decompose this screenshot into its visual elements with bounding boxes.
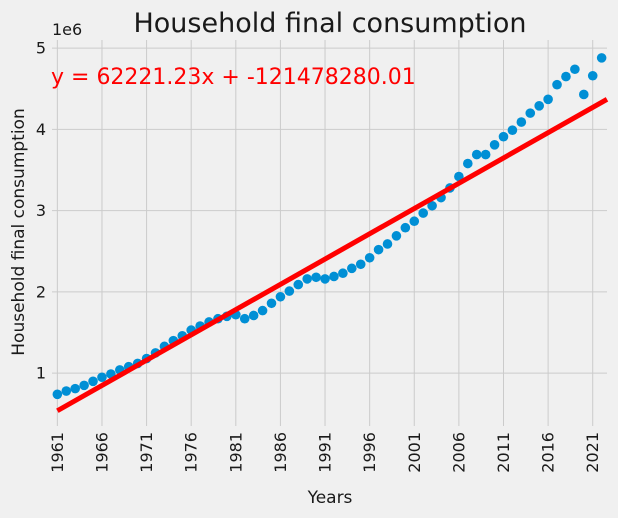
data-point [409,216,420,227]
data-point [427,200,437,211]
x-tick-label: 2011 [494,432,513,473]
data-point [552,79,562,90]
data-point [418,208,428,218]
data-point [570,64,580,75]
data-point [266,298,277,309]
data-point [302,274,312,284]
y-offset-label: 1e6 [52,20,82,39]
x-tick-label: 1966 [92,432,111,473]
data-point [293,279,304,290]
x-tick-labels: 1961 1966 1971 1976 1981 1986 1991 1996 2001 2006… [48,432,602,473]
data-point [525,108,536,118]
data-point [347,263,357,274]
data-point [70,383,80,394]
x-tick-label: 1996 [360,432,379,473]
data-point [373,244,384,255]
x-tick-label: 1976 [182,432,201,473]
data-point [587,70,598,81]
y-tick-label: 4 [36,120,46,139]
data-point [463,158,473,169]
data-point [516,117,527,127]
data-point [561,71,571,82]
data-point [489,140,500,150]
data-point [579,89,589,100]
x-tick-label: 1991 [316,432,335,473]
data-point [311,272,321,283]
data-point [257,305,268,316]
data-point [364,252,375,263]
x-tick-label: 1986 [271,432,290,473]
data-point [320,274,330,284]
data-point [507,125,518,136]
data-point [543,94,553,105]
y-tick-label: 2 [36,282,46,301]
data-point [454,171,464,182]
data-point [52,389,63,400]
data-point [382,239,393,249]
y-tick-label: 5 [36,39,46,58]
x-tick-label: 2006 [449,432,468,473]
data-point [239,313,250,324]
grid-lines [52,40,607,426]
data-point [391,231,402,241]
y-tick-labels: 1 2 3 4 5 [36,39,46,383]
data-point [480,149,491,160]
chart-title: Household final consumption [133,8,526,39]
data-point [97,372,107,383]
data-point [88,376,98,387]
data-point [275,291,286,302]
data-point [534,101,544,111]
data-point [329,271,339,282]
data-point [596,53,607,63]
data-point [400,222,411,233]
data-point [284,286,295,296]
data-point [248,310,259,321]
regression-line [56,97,609,413]
data-point [498,131,509,142]
y-tick-label: 1 [36,364,46,383]
data-point [338,268,348,279]
regression-equation: y = 62221.23x + -121478280.01 [51,65,416,90]
y-tick-label: 3 [36,201,46,220]
x-tick-label: 1981 [226,432,245,473]
x-tick-label: 2021 [583,432,602,473]
x-axis-label: Years [307,488,353,508]
data-point [355,259,366,270]
x-tick-label: 1961 [48,432,67,473]
x-tick-label: 2001 [405,432,424,473]
data-point [471,149,482,160]
x-tick-label: 1971 [137,432,156,473]
data-point [79,380,89,391]
data-point [61,386,72,396]
y-axis-label: Household final consumption [9,108,29,355]
x-tick-label: 2016 [539,432,558,473]
